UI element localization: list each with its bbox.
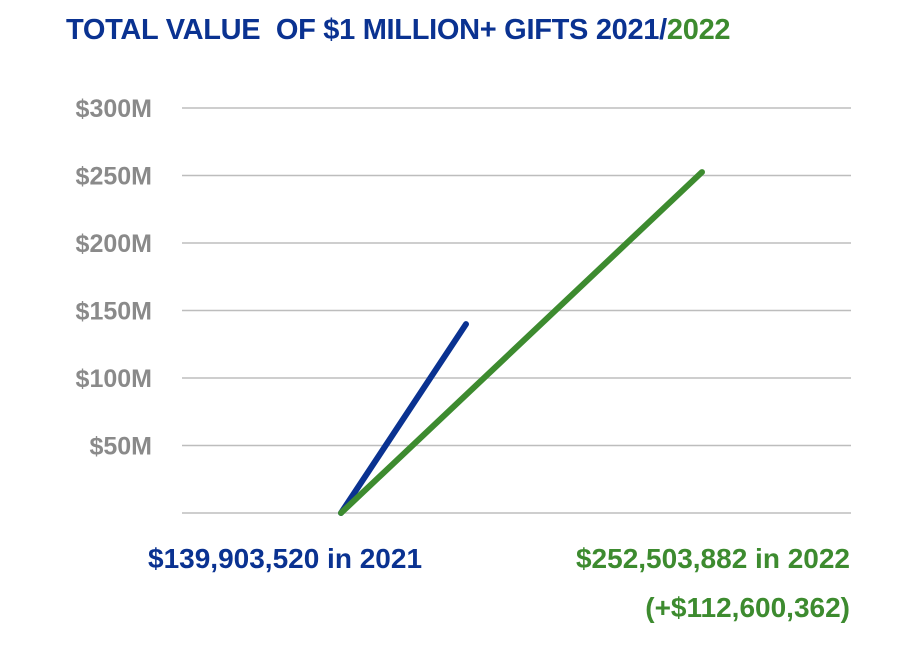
y-axis-ticks: $50M $100M $150M $200M $250M $300M bbox=[76, 95, 152, 461]
label-difference: (+$112,600,362) bbox=[645, 592, 850, 623]
grid-lines bbox=[182, 107, 851, 514]
series-line-2022 bbox=[338, 169, 705, 516]
y-tick-label: $150M bbox=[76, 298, 152, 326]
series-lines bbox=[338, 169, 705, 516]
label-2021-total: $139,903,520 in 2021 bbox=[148, 543, 423, 574]
y-tick-label: $100M bbox=[76, 365, 152, 393]
y-tick-label: $50M bbox=[89, 433, 152, 461]
y-tick-label: $250M bbox=[76, 163, 152, 191]
chart-title-highlight: 2022 bbox=[666, 14, 731, 46]
series-line-2021 bbox=[338, 321, 469, 516]
chart-title: TOTAL VALUE OF $1 MILLION+ GIFTS 2021/20… bbox=[66, 14, 731, 47]
label-2022-total: $252,503,882 in 2022 bbox=[575, 543, 850, 574]
y-tick-label: $200M bbox=[76, 230, 152, 258]
line-chart: $50M $100M $150M $200M $250M $300M bbox=[76, 95, 851, 516]
y-tick-label: $300M bbox=[76, 95, 152, 123]
chart-title-main: TOTAL VALUE OF $1 MILLION+ GIFTS 2021/ bbox=[66, 14, 667, 46]
